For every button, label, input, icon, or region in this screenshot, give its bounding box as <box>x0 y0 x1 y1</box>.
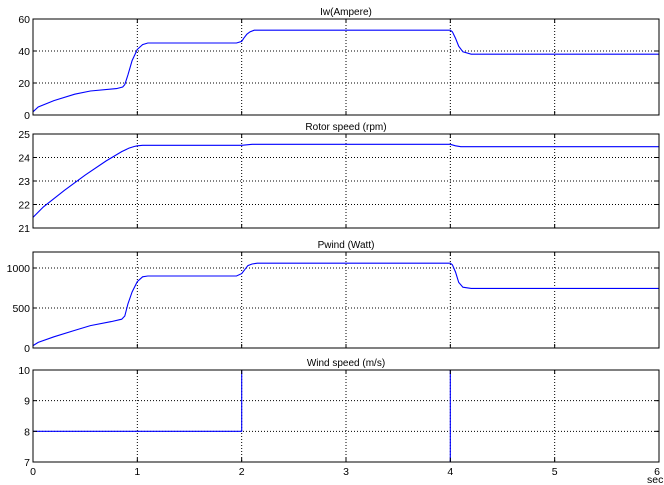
iw-current-panel: 0 20 40 60 Iw(Ampere) <box>18 7 660 122</box>
wind-xtick-label-6: 6 <box>654 466 660 478</box>
pwind-panel: 0 500 1000 Pwind (Watt) <box>7 240 660 355</box>
rotor-ytick-label-4: 25 <box>18 129 30 141</box>
pwind-ytick-label-2: 1000 <box>7 263 31 275</box>
rotor-speed-title: Rotor speed (rpm) <box>305 122 386 133</box>
wind-xtick-label-4: 4 <box>447 466 453 478</box>
pwind-ytick-label-1: 500 <box>12 303 30 315</box>
wind-ytick-label-0: 7 <box>24 457 30 469</box>
wind-ytick-label-1: 8 <box>24 426 30 438</box>
rotor-ytick-label-3: 24 <box>18 153 30 165</box>
iw-ytick-label-0: 0 <box>24 110 30 122</box>
rotor-series-line <box>32 143 659 218</box>
iw-ytick-label-2: 40 <box>18 46 30 58</box>
wind-xtick-label-1: 1 <box>134 466 140 478</box>
wind-ytick-label-2: 9 <box>24 396 30 408</box>
pwind-ytick-label-0: 0 <box>24 343 30 355</box>
x-axis-unit-label: sec <box>647 474 663 485</box>
rotor-speed-panel: 21 22 23 24 25 Rotor speed (rpm) <box>18 122 660 235</box>
wind-ytick-label-3: 10 <box>18 365 30 377</box>
wind-xtick-label-0: 0 <box>30 466 36 478</box>
rotor-ytick-label-1: 22 <box>18 200 30 212</box>
iw-ytick-label-3: 60 <box>18 14 30 26</box>
iw-series-line <box>32 29 659 113</box>
wind-xtick-label-5: 5 <box>552 466 558 478</box>
wind-speed-title: Wind speed (m/s) <box>307 358 385 369</box>
wind-xtick-label-3: 3 <box>343 466 349 478</box>
iw-ytick-label-1: 20 <box>18 78 30 90</box>
wind-xtick-label-2: 2 <box>239 466 245 478</box>
pwind-title: Pwind (Watt) <box>318 240 375 251</box>
iw-current-title: Iw(Ampere) <box>320 7 372 18</box>
rotor-ytick-label-0: 21 <box>18 223 30 235</box>
pwind-series-line <box>32 262 659 347</box>
rotor-ytick-label-2: 23 <box>18 176 30 188</box>
